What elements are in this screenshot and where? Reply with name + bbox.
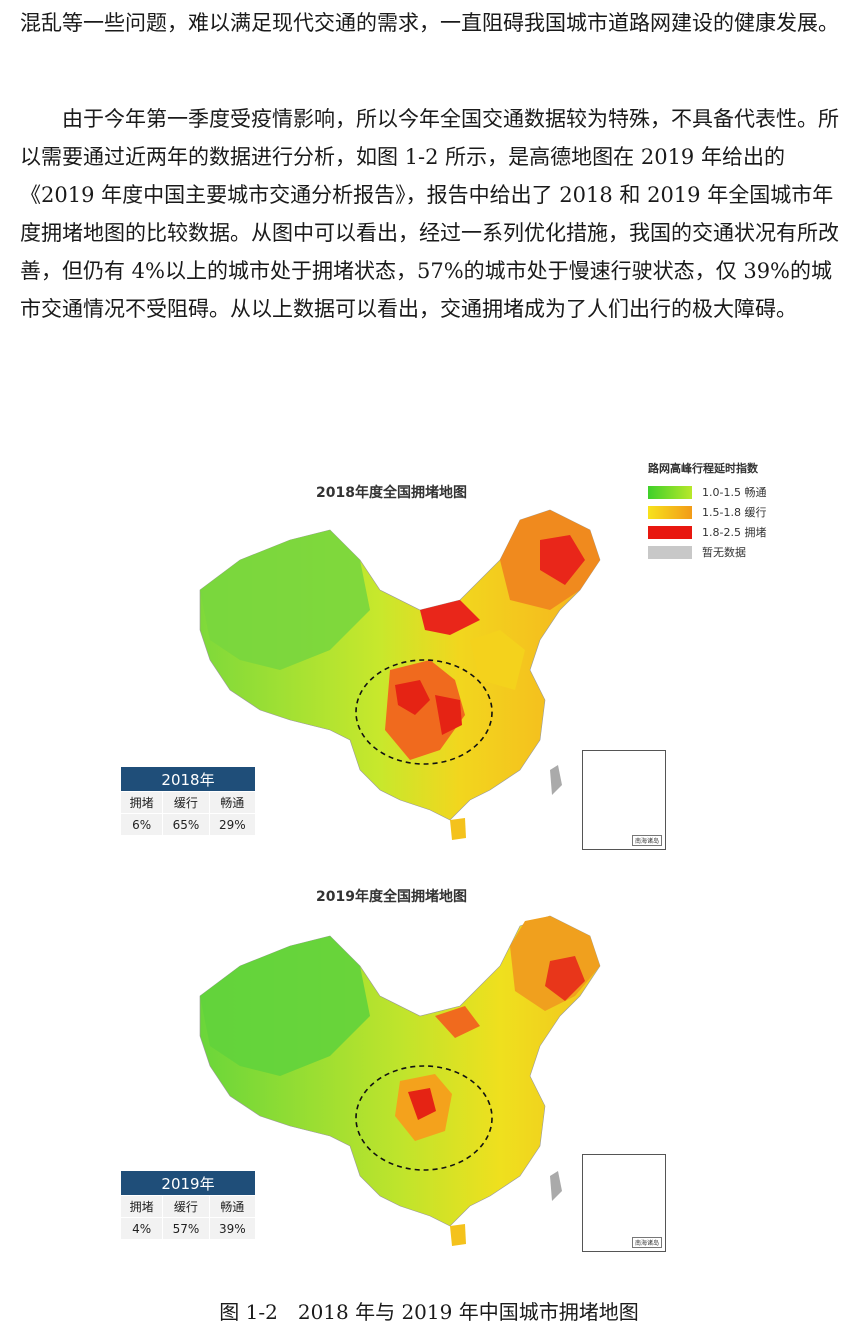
south-china-sea-inset-2018: 南海诸岛	[582, 750, 666, 850]
table-value: 65%	[162, 813, 210, 836]
table-header: 缓行	[162, 1195, 210, 1218]
paragraph-1: 混乱等一些问题，难以满足现代交通的需求，一直阻碍我国城市道路网建设的健康发展。	[20, 11, 839, 35]
table-value: 39%	[208, 1217, 257, 1240]
table-value: 29%	[208, 813, 257, 836]
table-header: 畅通	[208, 1195, 257, 1218]
table-value: 4%	[119, 1217, 164, 1240]
table-year: 2018年	[120, 766, 256, 792]
paragraph-2: 由于今年第一季度受疫情影响，所以今年全国交通数据较为特殊，不具备代表性。所以需要…	[20, 107, 839, 321]
legend-swatch	[648, 525, 692, 539]
south-china-sea-inset-2019: 南海诸岛	[582, 1154, 666, 1252]
legend-label: 1.5-1.8 缓行	[702, 506, 767, 519]
map-legend: 路网高峰行程延时指数 1.0-1.5 畅通 1.5-1.8 缓行 1.8-2.5…	[648, 460, 766, 562]
table-header: 畅通	[208, 791, 257, 814]
table-value: 57%	[162, 1217, 210, 1240]
china-map-2019	[199, 915, 601, 1246]
legend-swatch	[648, 545, 692, 559]
legend-swatch	[648, 485, 692, 499]
legend-label: 暂无数据	[702, 546, 746, 559]
figure-caption: 图 1-2 2018 年与 2019 年中国城市拥堵地图	[219, 1300, 639, 1324]
congestion-map-figure: 路网高峰行程延时指数 1.0-1.5 畅通 1.5-1.8 缓行 1.8-2.5…	[100, 440, 800, 1270]
legend-item: 暂无数据	[648, 542, 766, 562]
table-year: 2019年	[120, 1170, 256, 1196]
legend-swatch	[648, 505, 692, 519]
map-2018-title: 2018年度全国拥堵地图	[316, 485, 467, 501]
legend-label: 1.8-2.5 拥堵	[702, 526, 767, 539]
legend-item: 1.5-1.8 缓行	[648, 502, 766, 522]
highlight-ellipse-2019	[355, 1065, 493, 1171]
map-2019-title: 2019年度全国拥堵地图	[316, 889, 467, 905]
legend-title: 路网高峰行程延时指数	[648, 462, 758, 475]
china-map-2018	[199, 509, 601, 840]
table-header: 拥堵	[119, 1195, 164, 1218]
legend-item: 1.0-1.5 畅通	[648, 482, 766, 502]
legend-label: 1.0-1.5 畅通	[702, 486, 767, 499]
legend-item: 1.8-2.5 拥堵	[648, 522, 766, 542]
table-value: 6%	[119, 813, 164, 836]
table-header: 缓行	[162, 791, 210, 814]
inset-label: 南海诸岛	[631, 1237, 662, 1248]
highlight-ellipse-2018	[355, 659, 493, 765]
inset-label: 南海诸岛	[631, 835, 662, 846]
table-header: 拥堵	[119, 791, 164, 814]
stats-table-2018: 2018年 拥堵 缓行 畅通 6% 65% 29%	[119, 766, 257, 836]
stats-table-2019: 2019年 拥堵 缓行 畅通 4% 57% 39%	[119, 1170, 257, 1240]
